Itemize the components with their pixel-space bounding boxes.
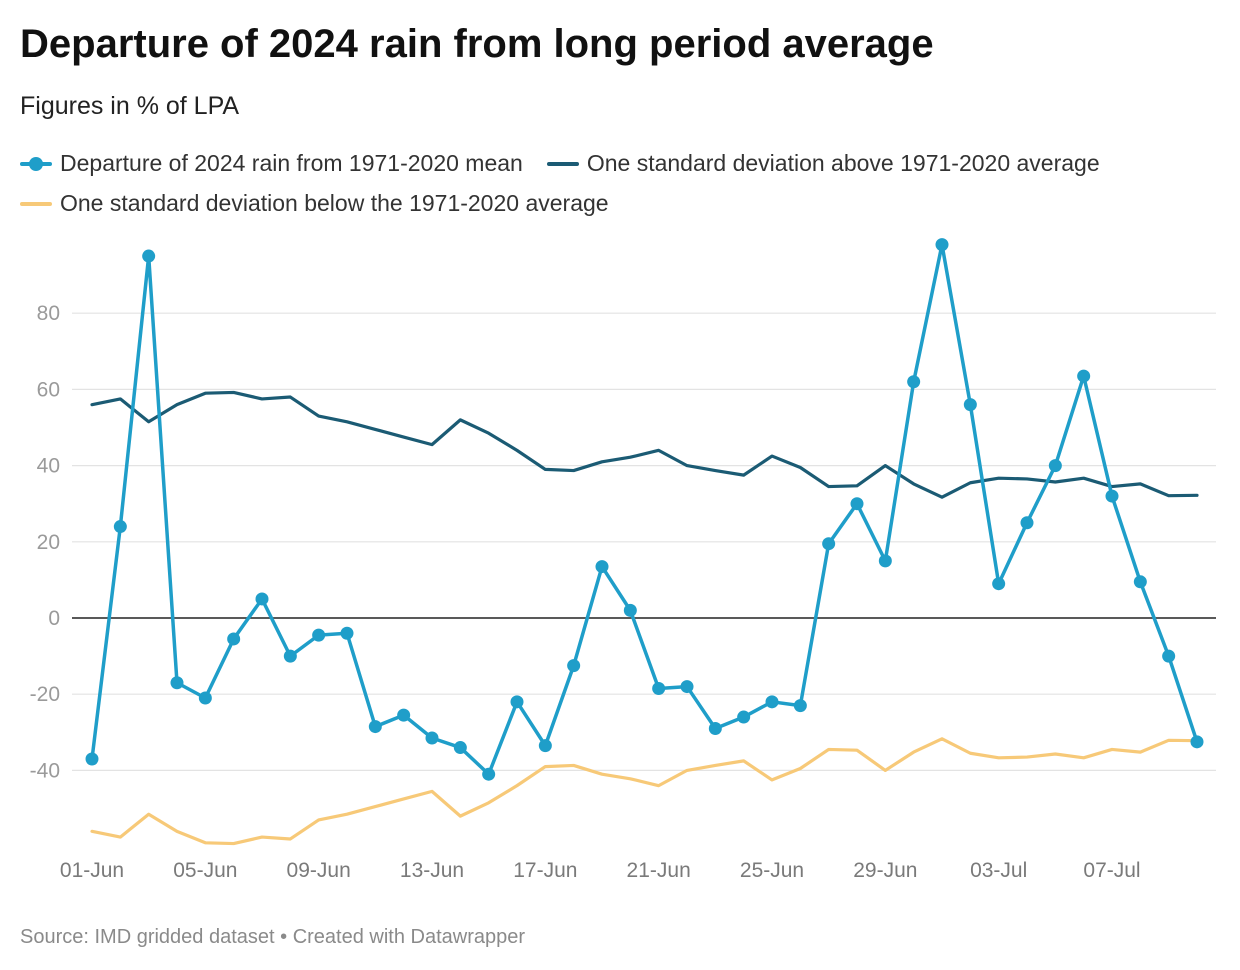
x-tick-label: 01-Jun [60, 859, 124, 882]
y-tick-label: 0 [48, 607, 60, 630]
chart-subtitle: Figures in % of LPA [20, 92, 240, 120]
data-point [482, 767, 496, 781]
chart-title: Departure of 2024 rain from long period … [20, 22, 934, 66]
data-point [907, 375, 921, 389]
data-point [652, 681, 666, 695]
legend: Departure of 2024 rain from 1971-2020 me… [20, 150, 1124, 177]
legend-swatch-departure [20, 156, 52, 171]
data-point [340, 626, 354, 640]
y-tick-label: 80 [37, 302, 60, 325]
data-point [85, 752, 99, 766]
y-tick-label: -40 [30, 759, 60, 782]
data-point [935, 238, 949, 252]
legend-label-sd-above: One standard deviation above 1971-2020 a… [586, 150, 1100, 176]
y-tick-label: 60 [37, 378, 60, 401]
data-point [1020, 516, 1034, 530]
data-point [397, 708, 411, 722]
x-tick-label: 21-Jun [627, 859, 691, 882]
legend-swatch-sd-above [546, 161, 579, 166]
data-point [255, 592, 269, 606]
x-tick-label: 05-Jun [173, 859, 237, 882]
data-point [765, 695, 779, 709]
y-tick-label: 20 [37, 531, 60, 554]
x-tick-label: 25-Jun [740, 859, 804, 882]
data-point [312, 628, 326, 642]
data-point [142, 249, 156, 263]
series-line [90, 390, 1199, 499]
data-point [425, 731, 439, 745]
legend-item-departure: Departure of 2024 rain from 1971-2020 me… [20, 150, 523, 177]
data-point [793, 699, 807, 713]
series-line [90, 242, 1199, 776]
data-point [1077, 369, 1091, 383]
legend-swatch-sd-below [20, 201, 52, 206]
data-point [198, 691, 212, 705]
legend-row-2: One standard deviation below the 1971-20… [20, 190, 633, 217]
series-line [90, 737, 1199, 846]
x-tick-label: 29-Jun [853, 859, 917, 882]
x-axis-ticks: 01-Jun 05-Jun 09-Jun 13-Jun 17-Jun 21-Jun 25-J… [60, 859, 1141, 882]
data-point [1190, 735, 1204, 749]
x-tick-label: 09-Jun [287, 859, 351, 882]
data-point [878, 554, 892, 568]
data-point [510, 695, 524, 709]
legend-item-sd-above: One standard deviation above 1971-2020 a… [546, 150, 1100, 177]
data-point [453, 741, 467, 755]
data-point [623, 603, 637, 617]
x-tick-label: 17-Jun [513, 859, 577, 882]
series-markers [85, 238, 1204, 781]
legend-label-departure: Departure of 2024 rain from 1971-2020 me… [60, 150, 523, 176]
data-point [170, 676, 184, 690]
data-point [822, 537, 836, 551]
data-point [567, 659, 581, 673]
y-tick-label: -20 [30, 683, 60, 706]
data-point [963, 398, 977, 412]
legend-item-sd-below: One standard deviation below the 1971-20… [20, 190, 609, 217]
y-tick-label: 40 [37, 455, 60, 478]
data-point [283, 649, 297, 663]
x-tick-label: 13-Jun [400, 859, 464, 882]
x-tick-label: 03-Jul [970, 859, 1027, 882]
data-point [737, 710, 751, 724]
data-point [113, 520, 127, 534]
data-point [680, 680, 694, 694]
data-point [368, 720, 382, 734]
gridlines [72, 312, 1216, 772]
data-point [595, 560, 609, 574]
data-point [850, 497, 864, 511]
x-tick-label: 07-Jul [1083, 859, 1140, 882]
data-point [538, 739, 552, 753]
data-point [708, 721, 722, 735]
legend-label-sd-below: One standard deviation below the 1971-20… [60, 190, 609, 216]
data-point [1162, 649, 1176, 663]
y-axis-ticks: -40 -20 0 20 40 60 80 [30, 302, 60, 782]
data-point [1048, 459, 1062, 473]
series-lines [90, 242, 1199, 846]
data-point [227, 632, 241, 646]
chart-source: Source: IMD gridded dataset • Created wi… [20, 926, 526, 948]
data-point [1105, 489, 1119, 503]
data-point [992, 577, 1006, 591]
data-point [1133, 575, 1147, 589]
